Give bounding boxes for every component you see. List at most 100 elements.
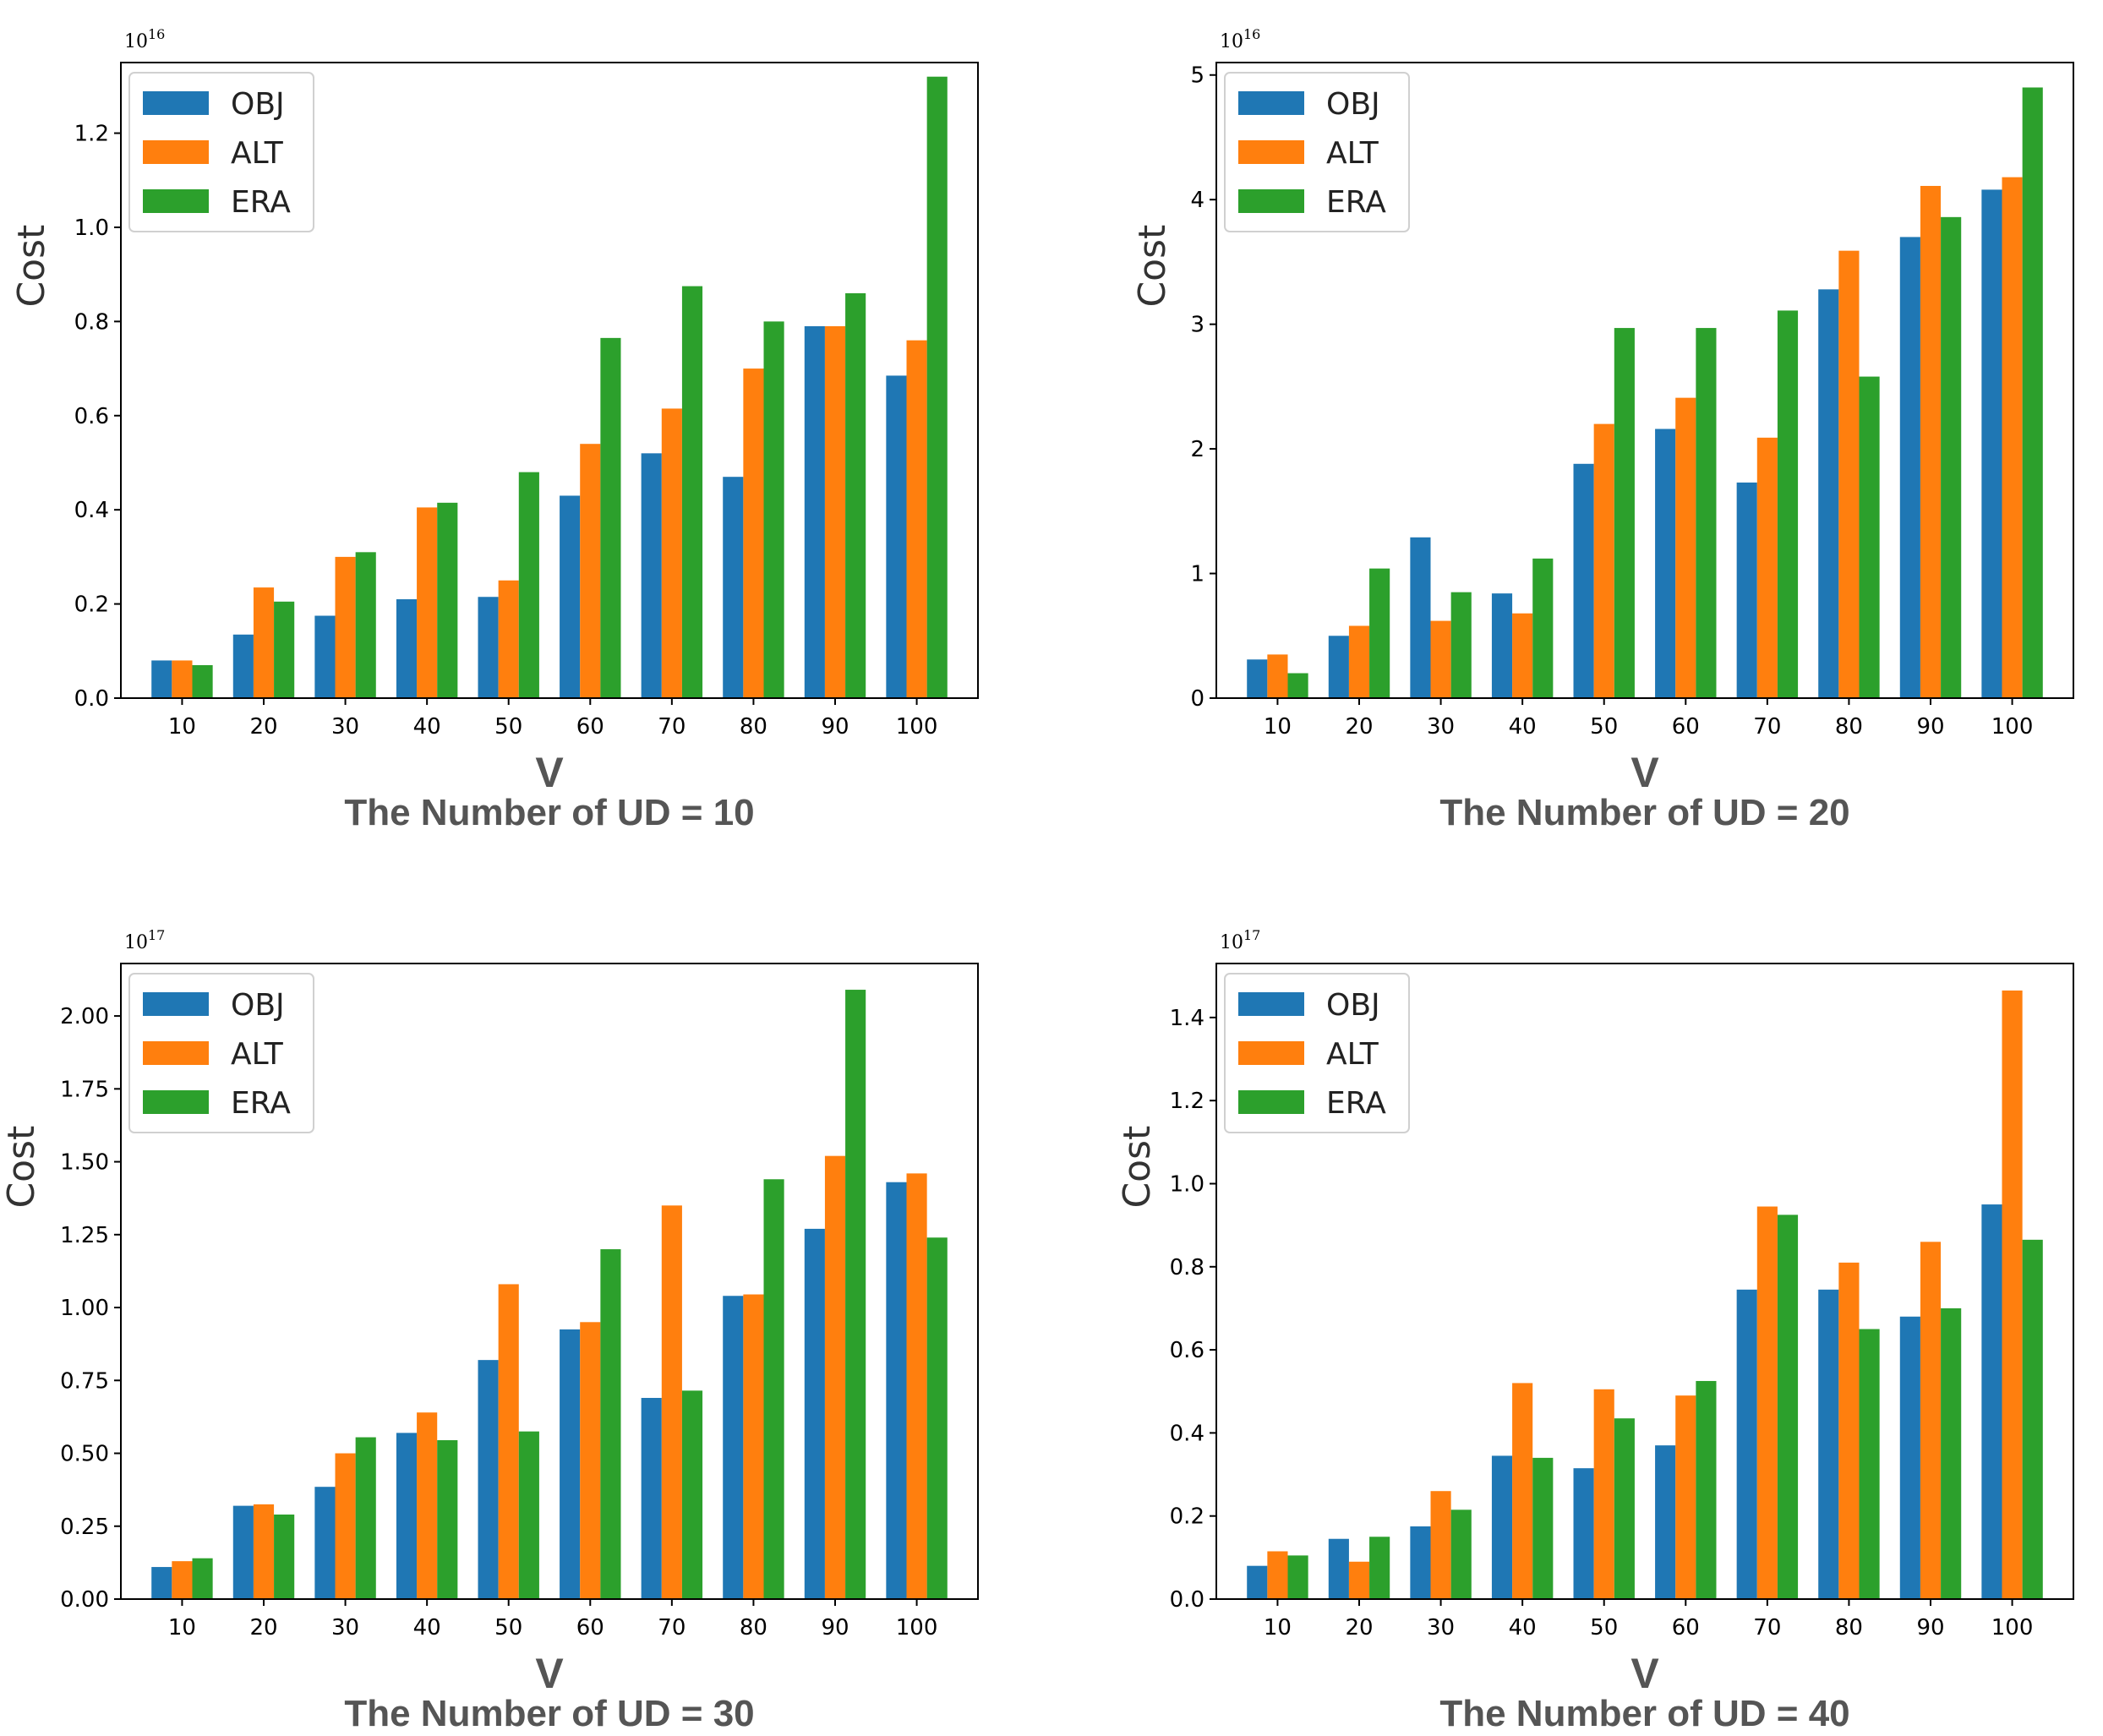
y-tick-label: 0.4 <box>74 498 109 523</box>
x-tick-label: 30 <box>1427 714 1455 740</box>
legend-swatch-obj <box>1238 91 1304 115</box>
bar-era-20 <box>1369 568 1390 698</box>
bar-alt-10 <box>172 660 193 698</box>
plot-frame <box>120 62 979 699</box>
y-tick-label: 0.6 <box>74 404 109 429</box>
bar-alt-90 <box>1920 185 1942 699</box>
legend: OBJ ALT ERA <box>1224 973 1410 1133</box>
legend-swatch-era <box>143 1090 209 1114</box>
y-tick-label: 0.25 <box>60 1515 109 1540</box>
chart-svg: 0 1 2 3 4 5 10 20 30 40 50 60 70 80 90 100 1016 Cost VThe … <box>1131 26 2074 833</box>
y-tick-label: 0.0 <box>74 686 109 712</box>
bar-era-100 <box>2022 1239 2043 1599</box>
bar-obj-60 <box>1655 1445 1676 1599</box>
legend-label-obj: OBJ <box>1326 988 1380 1023</box>
bar-era-30 <box>1450 1509 1472 1599</box>
axis-exponent: 1017 <box>1220 927 1260 953</box>
bar-alt-100 <box>906 1173 927 1599</box>
legend-swatch-obj <box>1238 992 1304 1016</box>
x-tick-label: 90 <box>1916 714 1944 740</box>
bar-obj-10 <box>151 660 172 698</box>
bar-alt-70 <box>661 1205 682 1599</box>
x-tick-label: 100 <box>1991 1615 2034 1640</box>
bar-obj-100 <box>1981 189 2002 698</box>
bar-alt-30 <box>1430 1491 1451 1599</box>
bar-era-40 <box>437 502 458 698</box>
bar-obj-30 <box>1410 537 1431 698</box>
axis-exponent: 1016 <box>124 26 165 52</box>
y-tick-label: 0.0 <box>1170 1587 1204 1613</box>
bar-alt-60 <box>1675 1395 1696 1599</box>
bar-era-60 <box>1696 328 1717 698</box>
x-tick-label: 100 <box>896 1615 938 1640</box>
bar-era-80 <box>763 321 784 698</box>
x-tick-label: 100 <box>896 714 938 740</box>
y-tick-label: 1.0 <box>1170 1171 1204 1197</box>
bar-obj-30 <box>314 615 336 698</box>
bar-era-70 <box>1777 1215 1799 1599</box>
y-tick-label: 1.00 <box>60 1296 109 1321</box>
bar-era-80 <box>763 1179 784 1599</box>
bar-obj-80 <box>723 1296 744 1599</box>
bar-obj-100 <box>1981 1204 2002 1599</box>
bar-era-60 <box>600 337 621 698</box>
chart-svg: 0.0 0.2 0.4 0.6 0.8 1.0 1.2 1.4 10 20 30 40 50 60 70 80… <box>1116 927 2074 1734</box>
x-tick-label: 50 <box>494 714 522 740</box>
bar-obj-70 <box>641 453 662 698</box>
bar-alt-40 <box>417 1412 438 1599</box>
bar-obj-40 <box>1491 593 1513 698</box>
chart-svg: 0.0 0.2 0.4 0.6 0.8 1.0 1.2 10 20 30 40 50 60 70 80 90 1… <box>10 26 979 833</box>
bar-alt-30 <box>1430 620 1451 698</box>
bar-alt-100 <box>2002 177 2023 698</box>
bar-alt-10 <box>172 1561 193 1599</box>
y-tick-label: 1.2 <box>1170 1089 1204 1114</box>
x-tick-label: 90 <box>821 1615 849 1640</box>
bar-alt-20 <box>1348 625 1370 698</box>
legend-label-alt: ALT <box>231 1037 284 1072</box>
x-tick-label: 20 <box>249 1615 277 1640</box>
x-tick-label: 80 <box>740 714 767 740</box>
x-tick-label: 40 <box>1509 714 1537 740</box>
bar-obj-60 <box>560 1329 581 1599</box>
bar-era-30 <box>355 552 376 698</box>
chart-title: The Number of UD = 10 <box>344 792 754 833</box>
bar-alt-100 <box>2002 990 2023 1599</box>
bar-era-60 <box>1696 1380 1717 1599</box>
x-tick-label: 40 <box>413 714 441 740</box>
bar-obj-40 <box>396 599 418 698</box>
x-tick-label: 20 <box>249 714 277 740</box>
bar-era-100 <box>926 1237 948 1599</box>
bar-obj-20 <box>1328 636 1349 698</box>
bar-alt-80 <box>743 1294 764 1599</box>
legend-swatch-alt <box>1238 1041 1304 1065</box>
legend-label-era: ERA <box>231 185 291 220</box>
x-axis-label: V <box>1631 749 1659 796</box>
y-axis-label: Cost <box>0 1126 43 1209</box>
bar-obj-70 <box>1736 482 1757 698</box>
y-tick-label: 0 <box>1190 686 1204 712</box>
legend: OBJ ALT ERA <box>128 72 314 232</box>
bar-obj-50 <box>1573 463 1594 698</box>
bar-obj-50 <box>478 597 499 698</box>
chart-title: The Number of UD = 40 <box>1439 1693 1849 1734</box>
bar-alt-50 <box>1593 423 1614 698</box>
bar-alt-90 <box>824 325 846 698</box>
bar-era-90 <box>845 990 866 1599</box>
axis-exponent: 1017 <box>124 927 165 953</box>
x-axis-label: V <box>535 749 564 796</box>
bar-era-50 <box>1614 1418 1635 1599</box>
bar-era-70 <box>681 286 703 698</box>
bar-obj-20 <box>232 634 254 698</box>
legend-label-era: ERA <box>231 1086 291 1121</box>
bar-obj-30 <box>1410 1526 1431 1599</box>
bar-obj-90 <box>1899 1316 1920 1599</box>
bar-alt-80 <box>743 368 764 698</box>
bar-alt-60 <box>1675 397 1696 698</box>
x-tick-label: 80 <box>740 1615 767 1640</box>
legend-swatch-alt <box>143 140 209 164</box>
y-tick-label: 0.00 <box>60 1587 109 1613</box>
bar-obj-70 <box>641 1397 662 1599</box>
bar-alt-90 <box>1920 1242 1942 1599</box>
x-axis-label: V <box>1631 1650 1659 1697</box>
plot-frame <box>120 963 979 1600</box>
